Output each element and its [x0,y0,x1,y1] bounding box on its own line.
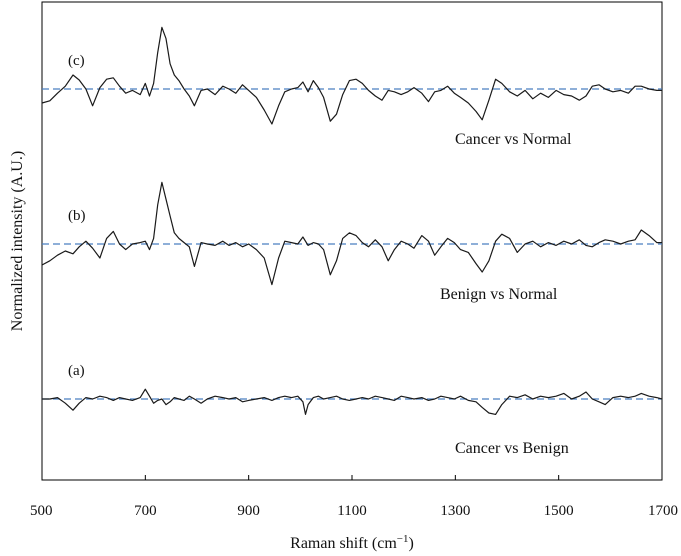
x-tick-label: 1300 [440,503,470,519]
spectrum-line [41,26,662,125]
x-axis-title-close: ) [409,535,414,552]
comparison-label: Cancer vs Normal [455,131,572,148]
x-axis-title-superscript: −1 [397,533,409,545]
series-c: (c) Cancer vs Normal [41,26,662,148]
y-axis-title: Normalized intensity (A.U.) [9,151,26,331]
series-a: (a) Cancer vs Benign [42,363,663,457]
curve-tag-label: (a) [68,363,85,379]
comparison-label: Benign vs Normal [440,286,558,303]
comparison-label: Cancer vs Benign [455,440,569,457]
curve-tag-label: (b) [68,208,86,224]
series-layer: (c) Cancer vs Normal (b) Benign vs Normal (a… [41,26,663,457]
x-tick-layer: 500 700 900 1100 1300 1500 1700 [30,475,678,519]
x-tick-label: 900 [237,503,260,519]
x-tick-label: 1700 [648,503,678,519]
x-tick-label: 500 [30,503,53,519]
x-tick-label: 1500 [544,503,574,519]
x-axis-title: Raman shift (cm−1) [290,533,414,552]
x-tick-label: 700 [134,503,157,519]
spectrum-line [41,181,662,286]
series-b: (b) Benign vs Normal [41,181,662,303]
plot-frame [41,1,663,481]
spectrum-line [42,388,663,415]
curve-tag-label: (c) [68,53,85,69]
x-tick-label: 1100 [337,503,366,519]
